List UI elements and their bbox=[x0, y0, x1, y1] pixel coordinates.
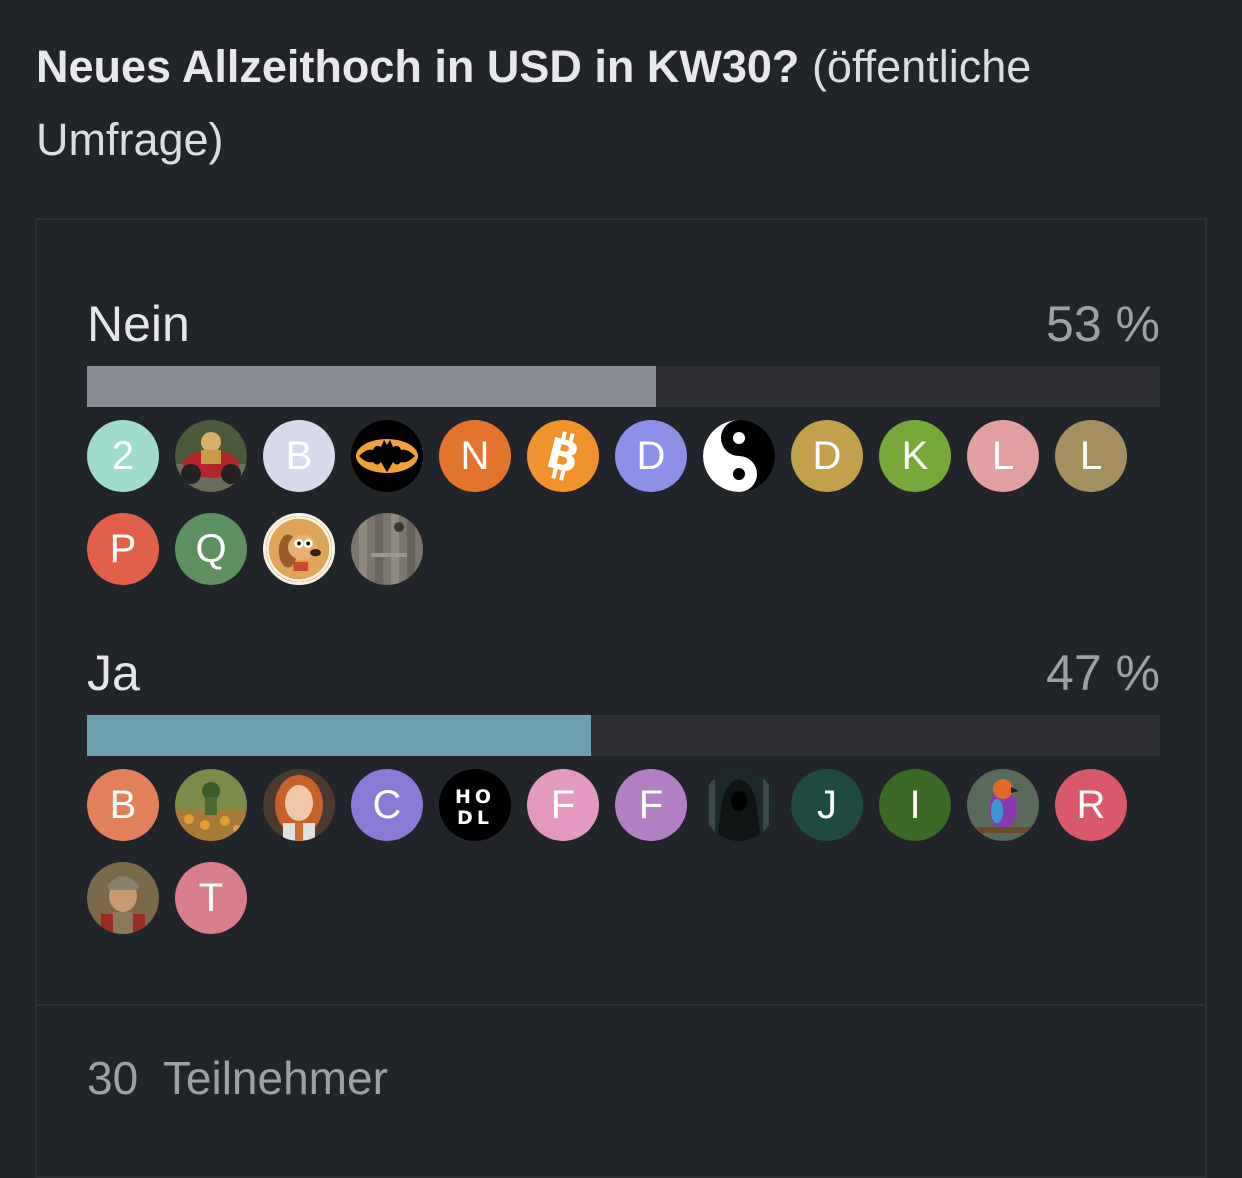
svg-text:HO: HO bbox=[455, 786, 495, 808]
participants-count: 30 Teilnehmer bbox=[87, 1048, 388, 1108]
option-label: Nein bbox=[87, 296, 190, 352]
option-bar-fill bbox=[87, 715, 592, 756]
voter-avatar-initial[interactable]: B bbox=[263, 420, 335, 492]
participants-number: 30 bbox=[87, 1052, 139, 1104]
voter-avatar-initial[interactable]: F bbox=[615, 769, 687, 841]
voter-avatar-initial[interactable]: C bbox=[351, 769, 423, 841]
option-bar-track bbox=[87, 366, 1160, 407]
motorcycle-photo-avatar[interactable] bbox=[175, 420, 247, 492]
voter-avatar-initial[interactable]: P bbox=[87, 513, 159, 585]
voter-avatar-initial[interactable]: K bbox=[879, 420, 951, 492]
poll-question: Neues Allzeithoch in USD in KW30? bbox=[36, 41, 800, 92]
cartoon-dog-avatar[interactable] bbox=[263, 513, 335, 585]
yin-yang-avatar[interactable] bbox=[703, 420, 775, 492]
participants-label: Teilnehmer bbox=[162, 1052, 388, 1104]
hooded-figure-avatar[interactable] bbox=[703, 769, 775, 841]
voter-avatar-initial[interactable]: D bbox=[791, 420, 863, 492]
poll-title: Neues Allzeithoch in USD in KW30? (öffen… bbox=[36, 30, 1136, 176]
voter-avatar-initial[interactable]: F bbox=[527, 769, 599, 841]
poll-type-label: (öffentliche Umfrage) bbox=[36, 41, 1032, 165]
voter-avatar-initial[interactable]: 2 bbox=[87, 420, 159, 492]
option-bar-fill bbox=[87, 366, 656, 407]
option-bar-track bbox=[87, 715, 1160, 756]
voter-avatar-initial[interactable]: R bbox=[1055, 769, 1127, 841]
voter-avatar-initial[interactable]: L bbox=[967, 420, 1039, 492]
voter-avatar-initial[interactable]: T bbox=[175, 862, 247, 934]
poll-divider bbox=[37, 1004, 1205, 1006]
woman-portrait-avatar[interactable] bbox=[263, 769, 335, 841]
batman-logo-avatar[interactable] bbox=[351, 420, 423, 492]
svg-text:DL: DL bbox=[457, 807, 493, 829]
option-percent: 53 % bbox=[1046, 296, 1160, 352]
colorful-bird-avatar[interactable] bbox=[967, 769, 1039, 841]
voter-avatar-initial[interactable]: N bbox=[439, 420, 511, 492]
hodl-logo-avatar[interactable]: HO DL bbox=[439, 769, 511, 841]
wooden-door-photo-avatar[interactable] bbox=[351, 513, 423, 585]
voter-avatar-initial[interactable]: D bbox=[615, 420, 687, 492]
voter-avatar-initial[interactable]: L bbox=[1055, 420, 1127, 492]
voter-avatar-initial[interactable]: J bbox=[791, 769, 863, 841]
voter-avatar-initial[interactable]: Q bbox=[175, 513, 247, 585]
bitcoin-logo-avatar[interactable]: B bbox=[527, 420, 599, 492]
roman-soldier-avatar[interactable] bbox=[87, 862, 159, 934]
option-percent: 47 % bbox=[1046, 645, 1160, 701]
option-label: Ja bbox=[87, 645, 140, 701]
voter-avatar-initial[interactable]: B bbox=[87, 769, 159, 841]
voter-avatar-initial[interactable]: I bbox=[879, 769, 951, 841]
farm-painting-avatar[interactable] bbox=[175, 769, 247, 841]
